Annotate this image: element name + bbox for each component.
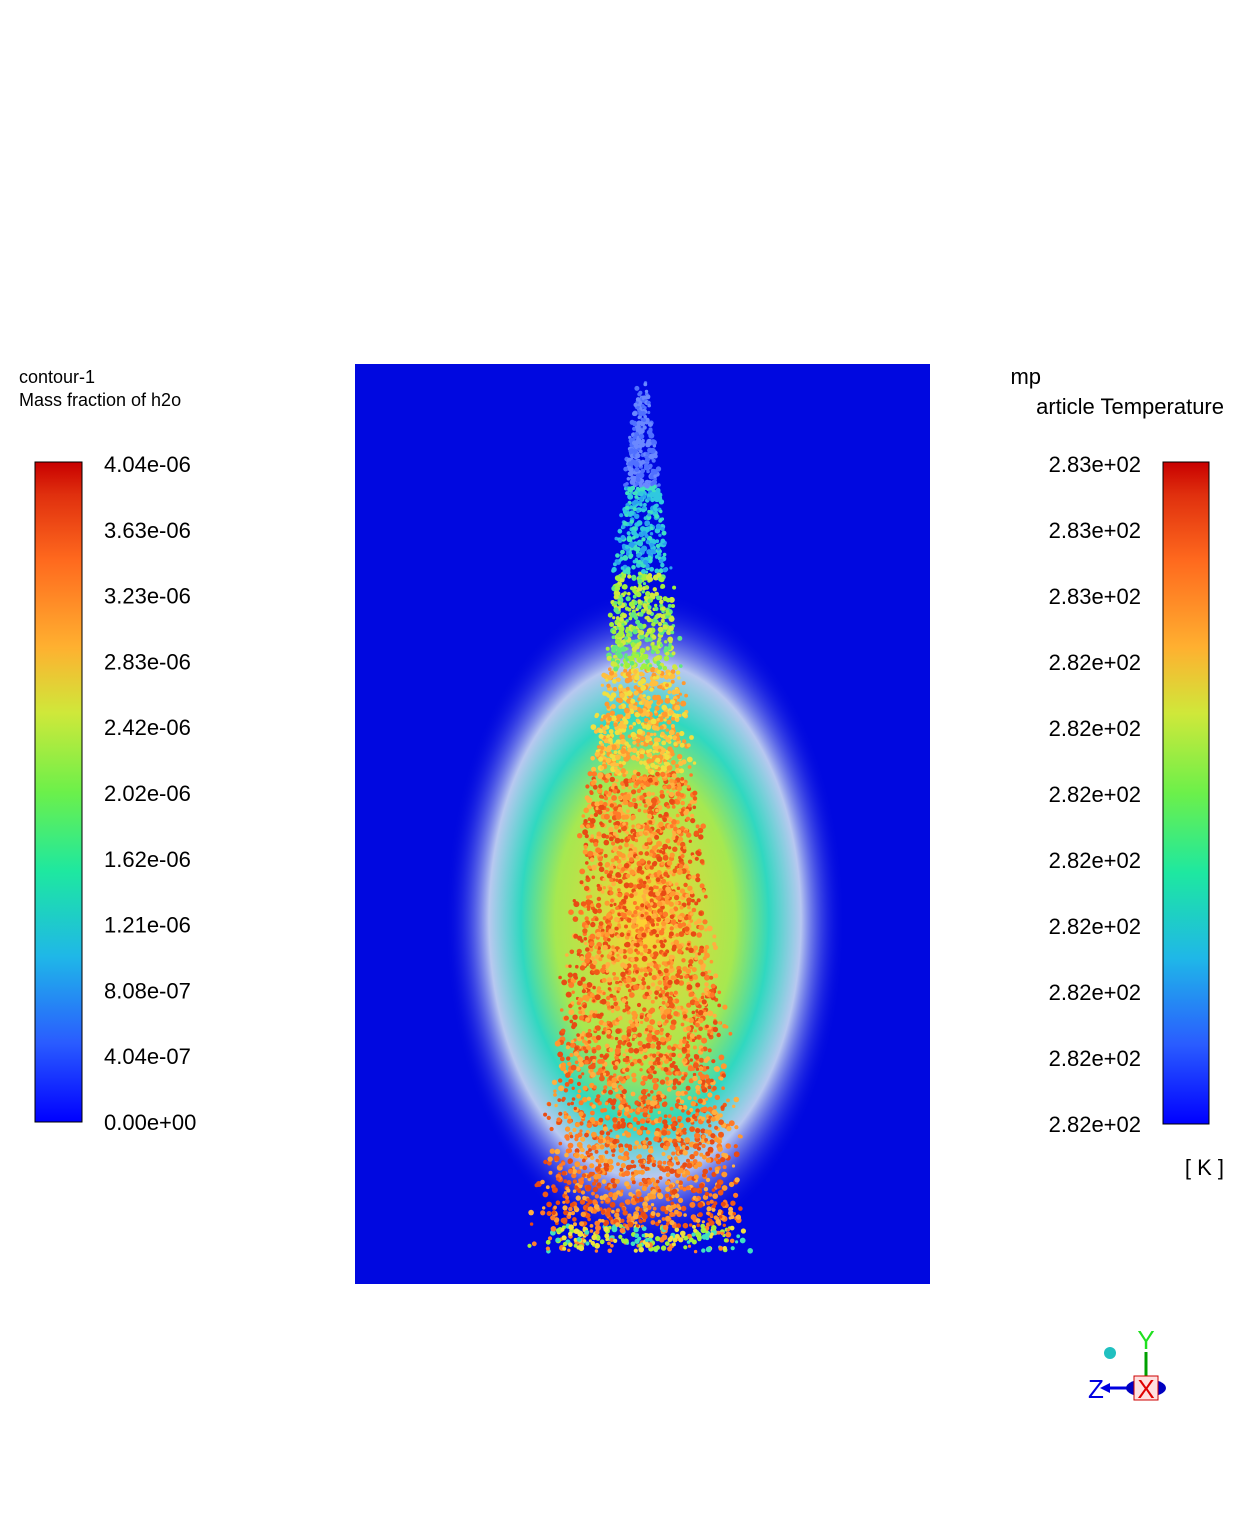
tick-label: 4.04e-07 [104, 1044, 191, 1069]
tick-label: 2.82e+02 [1049, 716, 1141, 741]
tick-label: 2.83e+02 [1049, 584, 1141, 609]
tick-label: 2.83e+02 [1049, 452, 1141, 477]
legend-title: contour-1 [19, 367, 95, 387]
tick-label: 4.04e-06 [104, 452, 191, 477]
tick-label: 2.82e+02 [1049, 1112, 1141, 1137]
tick-label: 2.82e+02 [1049, 782, 1141, 807]
axis-x-label: X [1137, 1374, 1154, 1404]
axis-y-label: Y [1137, 1325, 1154, 1355]
tick-label: 3.23e-06 [104, 584, 191, 609]
legend-title: mp [1010, 364, 1041, 389]
left-tick-labels: 4.04e-06 3.63e-06 3.23e-06 2.83e-06 2.42e-06… [104, 452, 196, 1135]
tick-label: 1.62e-06 [104, 847, 191, 872]
tick-label: 2.82e+02 [1049, 1046, 1141, 1071]
tick-label: 1.21e-06 [104, 913, 191, 938]
tick-label: 8.08e-07 [104, 978, 191, 1003]
tick-label: 3.63e-06 [104, 518, 191, 543]
tick-label: 2.83e+02 [1049, 518, 1141, 543]
particles [527, 381, 753, 1254]
h2o-plume [445, 590, 845, 1250]
tick-label: 2.83e-06 [104, 649, 191, 674]
tick-label: 2.02e-06 [104, 781, 191, 806]
tick-label: 2.82e+02 [1049, 650, 1141, 675]
unit-label: [ K ] [1185, 1155, 1224, 1180]
tick-label: 2.82e+02 [1049, 914, 1141, 939]
tick-label: 2.42e-06 [104, 715, 191, 740]
tick-label: 0.00e+00 [104, 1110, 196, 1135]
legend-subtitle: article Temperature [1036, 394, 1224, 419]
axis-z-label: Z [1088, 1374, 1104, 1404]
right-tick-labels: 2.83e+02 2.83e+02 2.83e+02 2.82e+02 2.82e+02… [1049, 452, 1141, 1137]
tick-label: 2.82e+02 [1049, 980, 1141, 1005]
colorbar [34, 461, 83, 1123]
axis-triad: Y Z X [1088, 1325, 1166, 1404]
tick-label: 2.82e+02 [1049, 848, 1141, 873]
legend-subtitle: Mass fraction of h2o [19, 390, 181, 410]
colorbar [1162, 461, 1210, 1125]
